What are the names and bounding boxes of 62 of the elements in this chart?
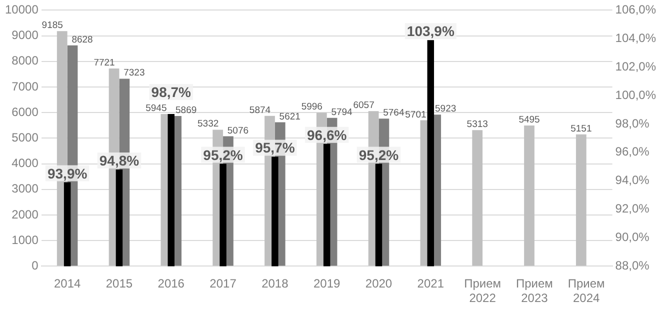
x-tick-label: Прием 2023	[516, 276, 553, 306]
data-label: 95,2%	[358, 146, 400, 163]
y-tick-label: 6000	[12, 104, 39, 119]
data-label: 5996	[301, 102, 322, 113]
y-tick-label: 7000	[12, 79, 39, 94]
x-tick-label: 2019	[313, 276, 341, 291]
data-label: 5869	[176, 104, 197, 116]
y2-tick-label: 104,0%	[615, 30, 656, 45]
x-tick-label: 2021	[417, 276, 444, 291]
data-label: 95,7%	[255, 140, 296, 156]
data-label: 5764	[383, 108, 404, 119]
data-label: 5923	[435, 104, 456, 115]
y2-tick-label: 106,0%	[615, 2, 656, 17]
x-tick-label: 2016	[158, 276, 185, 291]
y2-tick-label: 96,0%	[615, 144, 650, 159]
x-tick-label: 2018	[262, 276, 289, 291]
y2-tick-label: 92,0%	[615, 202, 650, 216]
y-tick-label: 3000	[12, 182, 39, 196]
x-tick-label: 2020	[365, 276, 392, 291]
y-tick-label: 8000	[12, 54, 39, 68]
x-tick-label: 2014	[54, 276, 81, 291]
data-label: 95,2%	[203, 146, 244, 163]
data-label: 5151	[570, 123, 592, 134]
data-label: 103,9%	[406, 23, 455, 40]
data-label: 5794	[331, 106, 352, 118]
bar	[576, 134, 586, 266]
y2-tick-label: 100,0%	[615, 88, 656, 102]
x-tick-label: Прием 2024	[568, 276, 605, 306]
data-label: 5701	[405, 109, 426, 120]
y-tick-label: 4000	[12, 156, 39, 170]
y2-tick-label: 94,0%	[615, 173, 650, 188]
y2-tick-label: 90,0%	[615, 230, 650, 244]
y2-tick-label: 98,0%	[615, 116, 650, 130]
data-label: 5874	[249, 104, 271, 116]
x-tick-label: 2015	[106, 276, 133, 291]
bar	[524, 126, 534, 266]
y-tick-label: 5000	[12, 130, 39, 145]
y-tick-label: 2000	[12, 207, 39, 222]
data-label: 6057	[353, 100, 374, 112]
data-label: 5313	[466, 119, 488, 130]
data-label: 96,6%	[306, 126, 348, 143]
data-label: 5945	[146, 103, 167, 114]
y2-tick-label: 88,0%	[615, 258, 650, 273]
data-label: 94,8%	[99, 152, 140, 168]
data-label: 8628	[72, 34, 93, 46]
data-label: 5332	[198, 118, 219, 130]
y2-tick-label: 102,0%	[615, 59, 656, 74]
y-tick-label: 9000	[12, 28, 39, 42]
data-label: 7323	[124, 68, 145, 79]
data-label: 5495	[518, 114, 540, 126]
bar	[472, 130, 483, 266]
data-label: 5621	[279, 111, 300, 122]
data-label: 98,7%	[151, 84, 192, 100]
y-tick-label: 10000	[4, 2, 39, 17]
data-label: 93,9%	[47, 165, 88, 182]
data-label: 7721	[94, 58, 115, 69]
data-label: 9185	[42, 20, 63, 32]
y-tick-label: 1000	[12, 232, 39, 247]
x-tick-label: 2017	[210, 276, 237, 291]
data-label: 5076	[227, 125, 249, 136]
y-tick-label: 0	[32, 258, 39, 273]
x-tick-label: Прием 2022	[464, 276, 502, 306]
